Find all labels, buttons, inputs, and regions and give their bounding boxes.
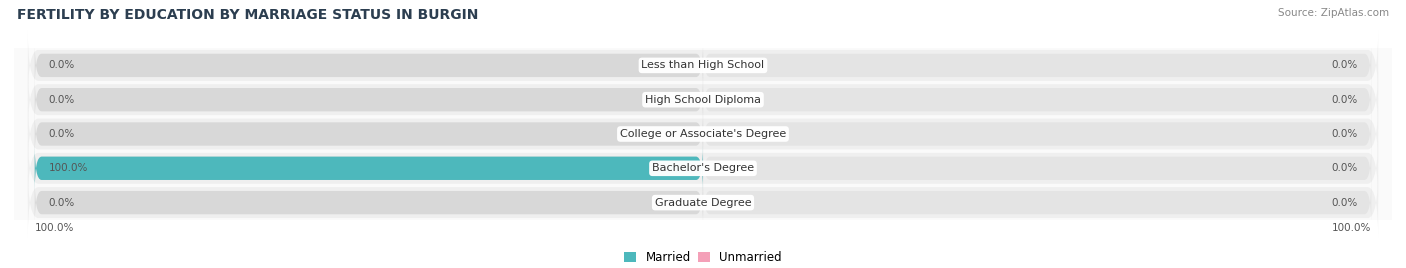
Text: 0.0%: 0.0% [1331, 163, 1358, 173]
FancyBboxPatch shape [35, 146, 703, 191]
FancyBboxPatch shape [35, 43, 703, 88]
FancyBboxPatch shape [28, 29, 1378, 101]
FancyBboxPatch shape [703, 146, 1371, 191]
Text: 100.0%: 100.0% [1331, 223, 1371, 233]
FancyBboxPatch shape [35, 77, 703, 122]
Text: 0.0%: 0.0% [48, 95, 75, 105]
Text: 0.0%: 0.0% [1331, 60, 1358, 70]
Text: 100.0%: 100.0% [48, 163, 89, 173]
FancyBboxPatch shape [703, 43, 1371, 88]
Text: Graduate Degree: Graduate Degree [655, 198, 751, 208]
FancyBboxPatch shape [35, 180, 703, 225]
Text: 0.0%: 0.0% [48, 60, 75, 70]
Legend: Married, Unmarried: Married, Unmarried [620, 246, 786, 268]
Text: College or Associate's Degree: College or Associate's Degree [620, 129, 786, 139]
Text: FERTILITY BY EDUCATION BY MARRIAGE STATUS IN BURGIN: FERTILITY BY EDUCATION BY MARRIAGE STATU… [17, 8, 478, 22]
FancyBboxPatch shape [703, 77, 1371, 122]
Text: Source: ZipAtlas.com: Source: ZipAtlas.com [1278, 8, 1389, 18]
FancyBboxPatch shape [28, 132, 1378, 204]
Text: 100.0%: 100.0% [35, 223, 75, 233]
Text: 0.0%: 0.0% [1331, 95, 1358, 105]
FancyBboxPatch shape [35, 146, 703, 191]
FancyBboxPatch shape [28, 64, 1378, 136]
Text: 0.0%: 0.0% [1331, 198, 1358, 208]
Text: Bachelor's Degree: Bachelor's Degree [652, 163, 754, 173]
Text: 0.0%: 0.0% [1331, 129, 1358, 139]
Text: 0.0%: 0.0% [48, 198, 75, 208]
FancyBboxPatch shape [28, 98, 1378, 170]
FancyBboxPatch shape [703, 111, 1371, 157]
Text: Less than High School: Less than High School [641, 60, 765, 70]
FancyBboxPatch shape [28, 167, 1378, 239]
FancyBboxPatch shape [703, 180, 1371, 225]
FancyBboxPatch shape [35, 111, 703, 157]
Text: 0.0%: 0.0% [48, 129, 75, 139]
Text: High School Diploma: High School Diploma [645, 95, 761, 105]
